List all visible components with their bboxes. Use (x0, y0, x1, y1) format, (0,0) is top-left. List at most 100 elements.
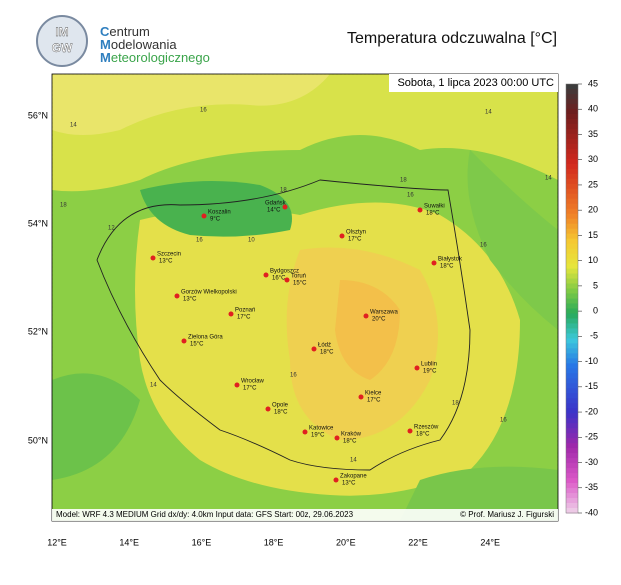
map-field (52, 74, 558, 521)
institution-line: Modelowania (100, 37, 177, 52)
contour-label: 18 (400, 178, 407, 184)
colorbar-step (566, 223, 578, 230)
city-name: Zielona Góra (188, 335, 223, 341)
city-dot (407, 428, 413, 434)
colorbar-step (566, 238, 578, 245)
colorbar-step (566, 393, 578, 399)
colorbar-label: 30 (588, 154, 598, 164)
city-temp: 18°C (426, 211, 440, 217)
colorbar-step (566, 483, 578, 489)
colorbar-step (566, 368, 578, 374)
city-dot (174, 293, 180, 299)
colorbar-label: -5 (590, 331, 598, 341)
colorbar-label: -20 (585, 406, 598, 416)
colorbar-step (566, 318, 578, 325)
city-name: Opole (272, 403, 289, 409)
colorbar-step (566, 353, 578, 359)
colorbar-label: -15 (585, 381, 598, 391)
colorbar-step (566, 333, 578, 340)
colorbar-step (566, 123, 578, 130)
colorbar-step (566, 258, 578, 265)
colorbar-step (566, 98, 578, 105)
institution-line: Centrum (100, 24, 150, 39)
colorbar-step (566, 293, 578, 300)
city-temp: 17°C (237, 315, 251, 321)
city-dot (181, 338, 187, 344)
footer-credit: © Prof. Mariusz J. Figurski (460, 510, 554, 519)
city-name: Wrocław (241, 379, 265, 385)
colorbar-step (566, 288, 578, 295)
city-name: Koszalin (208, 210, 231, 216)
city-dot (263, 272, 269, 278)
colorbar-step (566, 108, 578, 115)
colorbar-step (566, 118, 578, 125)
colorbar-step (566, 403, 578, 409)
colorbar-step (566, 188, 578, 195)
colorbar-step (566, 183, 578, 190)
city-name: Lublin (421, 362, 437, 368)
city-temp: 15°C (293, 281, 307, 287)
lon-label: 22°E (408, 537, 428, 547)
colorbar-label: 10 (588, 255, 598, 265)
city-temp: 19°C (423, 369, 437, 375)
colorbar-step (566, 233, 578, 240)
colorbar-step (566, 418, 578, 424)
city-dot (414, 365, 420, 371)
city-dot (358, 394, 364, 400)
city-temp: 18°C (416, 432, 430, 438)
colorbar-step (566, 198, 578, 205)
city-temp: 20°C (372, 317, 386, 323)
contour-label: 10 (248, 238, 255, 244)
city-name: Suwałki (424, 204, 445, 210)
city-name: Bydgoszcz (270, 269, 299, 275)
city-name: Rzeszów (414, 425, 439, 431)
city-name: Kielce (365, 391, 382, 397)
colorbar-step (566, 113, 578, 120)
colorbar-step (566, 298, 578, 305)
colorbar-step (566, 323, 578, 330)
city-temp: 17°C (243, 386, 257, 392)
colorbar-step (566, 488, 578, 494)
city-dot (201, 213, 207, 219)
contour-label: 12 (108, 226, 115, 232)
colorbar-step (566, 428, 578, 434)
city-dot (363, 313, 369, 319)
colorbar-step (566, 348, 578, 354)
colorbar-step (566, 303, 578, 310)
colorbar-step (566, 503, 578, 509)
city-name: Zakopane (340, 474, 367, 480)
lat-label: 50°N (28, 435, 48, 445)
colorbar-step (566, 218, 578, 225)
city-temp: 18°C (343, 439, 357, 445)
city-temp: 18°C (440, 264, 454, 270)
city-name: Łódź (318, 343, 331, 349)
city-dot (334, 435, 340, 441)
colorbar-label: 25 (588, 179, 598, 189)
colorbar-step (566, 253, 578, 260)
colorbar-step (566, 463, 578, 469)
contour-label: 14 (150, 383, 157, 389)
contour-label: 16 (196, 238, 203, 244)
contour-label: 16 (407, 193, 414, 199)
lon-label: 12°E (47, 537, 67, 547)
lon-label: 16°E (192, 537, 212, 547)
contour-label: 14 (350, 458, 357, 464)
city-temp: 17°C (348, 237, 362, 243)
colorbar-step (566, 148, 578, 155)
colorbar-step (566, 473, 578, 479)
colorbar-label: 15 (588, 230, 598, 240)
city-name: Kraków (341, 432, 362, 438)
colorbar-step (566, 468, 578, 474)
footer-box (52, 509, 558, 521)
city-name: Białystok (438, 257, 463, 263)
colorbar-step (566, 228, 578, 235)
colorbar-step (566, 458, 578, 464)
city-dot (150, 255, 156, 261)
colorbar-step (566, 328, 578, 335)
contour-label: 18 (280, 188, 287, 194)
contour-label: 18 (452, 401, 459, 407)
colorbar-label: 5 (593, 280, 598, 290)
contour-label: 16 (500, 418, 507, 424)
